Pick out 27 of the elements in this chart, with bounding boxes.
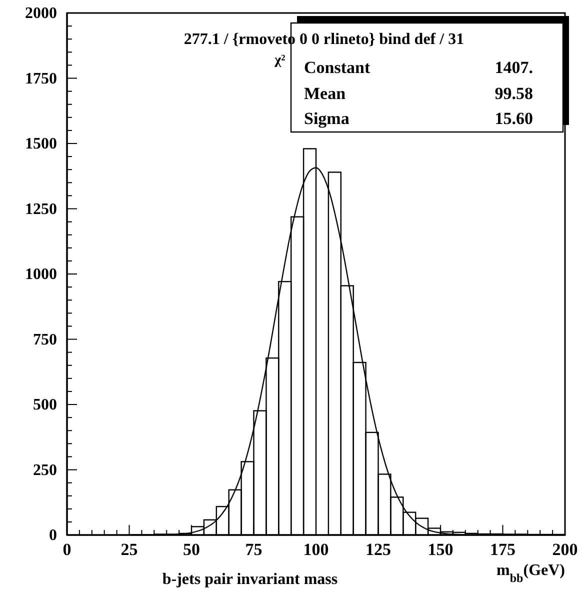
y-tick-label: 500 <box>33 396 57 414</box>
y-tick-label: 0 <box>49 527 57 544</box>
y-tick-label: 2000 <box>25 5 57 22</box>
x-tick-label: 0 <box>62 540 72 560</box>
annotation: 1407. <box>494 58 533 77</box>
annotation: Mean <box>304 84 346 103</box>
y-tick-label: 1500 <box>25 136 57 153</box>
x-tick-label: 200 <box>552 540 578 560</box>
y-tick-label: 250 <box>33 462 57 479</box>
y-tick-label: 1750 <box>25 70 57 88</box>
y-tick-label: 1000 <box>25 266 57 284</box>
x-tick-label: 50 <box>183 540 200 560</box>
annotation: 15.60 <box>494 109 533 128</box>
annotation: χ² <box>274 53 286 68</box>
x-tick-label: 175 <box>490 540 516 560</box>
x-tick-label: 125 <box>366 540 391 560</box>
y-tick-label: 750 <box>33 331 57 348</box>
x-tick-label: 25 <box>120 540 138 560</box>
annotation: 99.58 <box>494 84 533 103</box>
x-tick-label: 75 <box>245 540 262 560</box>
text: m$_{bb}$(GeV) <box>496 562 565 585</box>
x-axis-title: b-jets pair invariant mass <box>162 571 338 588</box>
x-tick-label: 150 <box>428 540 454 560</box>
annotation: Constant <box>304 58 370 77</box>
annotation: Sigma <box>304 109 350 128</box>
y-tick-label: 1250 <box>25 200 57 218</box>
x-tick-label: 100 <box>303 540 329 560</box>
